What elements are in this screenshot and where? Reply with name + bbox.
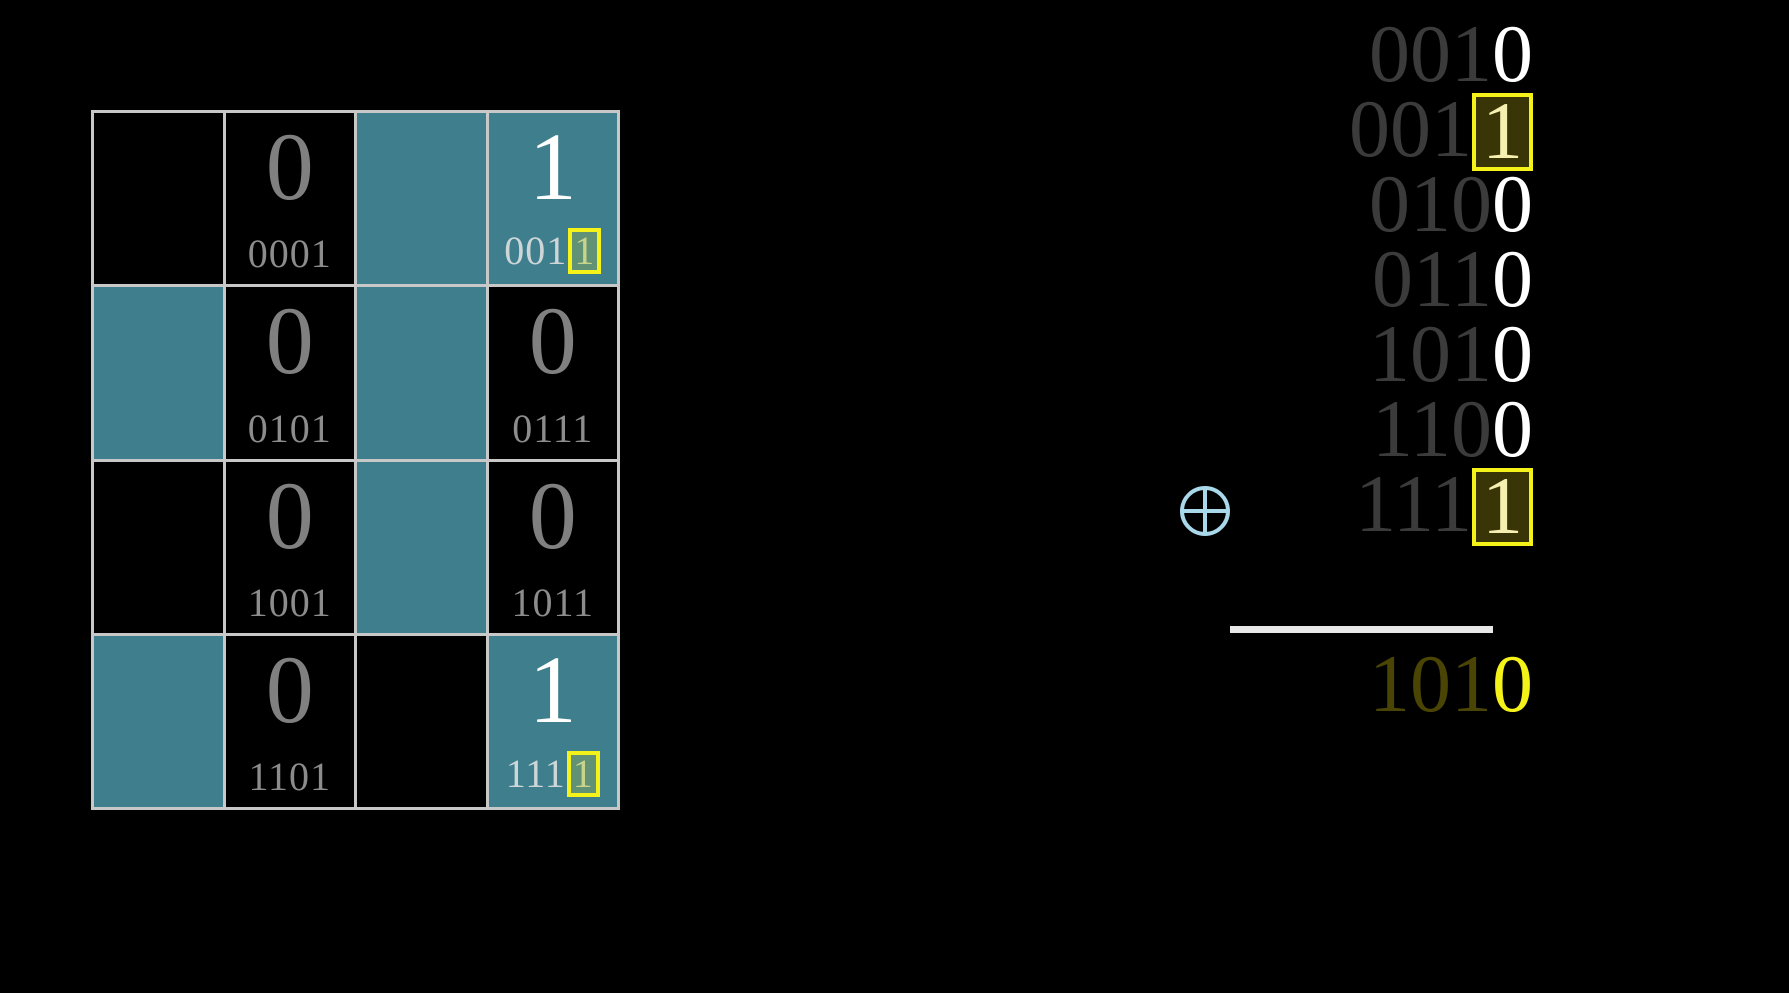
cell-bit-value: 1	[528, 635, 577, 743]
highlighted-label-bit: 1	[568, 228, 602, 275]
cell-binary-label: 0001	[226, 234, 355, 274]
cell-binary-label: 001 1	[489, 228, 618, 275]
xor-operand-list: 0010 001 1 0100 0110 1010 1100 111 1	[1180, 13, 1555, 547]
xor-operand-row: 0100	[1225, 163, 1555, 245]
xor-operand-row: 0110	[1225, 238, 1555, 320]
label-bit: 1	[525, 751, 545, 796]
grid-cell	[357, 113, 489, 288]
cell-bit-value: 0	[265, 113, 314, 220]
operand-highlighted-last-bit: 1	[1472, 90, 1533, 172]
cell-bit-value: 0	[528, 461, 577, 569]
cell-bit-value: 0	[265, 287, 314, 395]
grid-cell	[357, 287, 489, 462]
label-bit: 0	[268, 579, 290, 625]
grid-cell	[357, 635, 489, 810]
operand-prefix-bits: 001	[1369, 8, 1492, 99]
grid-cell: 1 001 1	[488, 113, 620, 288]
label-bit: 1	[248, 754, 268, 799]
xor-result-last-bit: 0	[1492, 638, 1533, 729]
label-bit: 1	[511, 579, 533, 625]
grid-cell	[94, 461, 226, 636]
label-bit: 1	[310, 579, 332, 625]
label-bit: 0	[268, 231, 290, 277]
operand-highlighted-last-bit: 1	[1472, 465, 1533, 547]
xor-circled-plus-icon	[1177, 474, 1233, 536]
binary-index-grid: 0 0001 1 001 1 0 0101 0 0111 0 1001 0 1011 0 1101 1 111 1	[91, 110, 620, 810]
grid-cell	[94, 113, 226, 288]
xor-operand-row: 1010	[1225, 313, 1555, 395]
label-bit: 0	[289, 405, 311, 451]
operand-last-bit: 0	[1492, 308, 1533, 399]
grid-cell: 0 0111	[488, 287, 620, 462]
cell-binary-label: 0111	[489, 405, 618, 451]
label-bit: 0	[532, 579, 554, 625]
operand-prefix-bits: 101	[1369, 308, 1492, 399]
operand-last-bit: 0	[1492, 8, 1533, 99]
label-bit: 0	[512, 405, 534, 451]
label-bit: 0	[247, 231, 269, 277]
cell-bit-value: 0	[265, 461, 314, 569]
label-bit: 1	[572, 405, 594, 451]
label-bit: 1	[268, 754, 289, 799]
label-bit: 1	[573, 579, 594, 625]
cell-binary-label: 0101	[226, 405, 355, 451]
grid-cell: 0 1001	[225, 461, 357, 636]
label-bit: 1	[310, 754, 331, 799]
label-bit: 1	[553, 579, 573, 625]
xor-horizontal-rule	[1230, 626, 1493, 633]
label-bit: 0	[289, 754, 310, 799]
label-bit: 1	[505, 751, 526, 796]
xor-operand-row: 0010	[1225, 13, 1555, 95]
label-bit: 1	[247, 579, 269, 625]
label-bit: 0	[289, 231, 311, 277]
grid-cell	[94, 635, 226, 810]
grid-cell: 0 0101	[225, 287, 357, 462]
operand-prefix-bits: 011	[1372, 233, 1492, 324]
xor-operand-row: 111 1	[1180, 463, 1555, 547]
cell-bit-value: 0	[265, 635, 314, 743]
cell-binary-label: 1001	[226, 579, 355, 625]
xor-result-row: 1010	[1225, 638, 1555, 730]
label-bit: 1	[544, 751, 566, 796]
xor-operand-row: 001 1	[1225, 88, 1555, 172]
label-bit: 0	[289, 579, 311, 625]
label-bit: 1	[268, 405, 290, 451]
grid-cell: 0 1011	[488, 461, 620, 636]
highlighted-label-bit: 1	[566, 751, 600, 797]
grid-cell	[94, 287, 226, 462]
cell-binary-label: 1101	[226, 757, 355, 797]
label-bit: 1	[533, 405, 553, 451]
label-bit: 1	[552, 405, 573, 451]
grid-cell: 0 1101	[225, 635, 357, 810]
cell-bit-value: 0	[528, 287, 577, 395]
label-bit: 1	[310, 405, 332, 451]
label-bit: 0	[247, 405, 269, 451]
cell-binary-label: 1011	[489, 579, 618, 625]
xor-computation-panel: 0010 001 1 0100 0110 1010 1100 111 1 1010	[1180, 13, 1555, 736]
operand-prefix-bits: 111	[1355, 458, 1472, 549]
operand-last-bit: 0	[1492, 233, 1533, 324]
grid-cell: 1 111 1	[488, 635, 620, 810]
label-bit: 0	[525, 228, 547, 274]
cell-bit-value: 1	[528, 113, 577, 220]
operand-last-bit: 0	[1492, 383, 1533, 474]
operand-prefix-bits: 110	[1372, 383, 1492, 474]
grid-cell: 0 0001	[225, 113, 357, 288]
label-bit: 1	[546, 228, 568, 274]
cell-binary-label: 111 1	[489, 751, 618, 797]
xor-operand-row: 1100	[1225, 388, 1555, 470]
xor-result-prefix: 101	[1369, 638, 1492, 729]
label-bit: 0	[504, 228, 526, 274]
label-bit: 1	[310, 231, 332, 277]
operand-prefix-bits: 001	[1349, 83, 1472, 174]
grid-cell	[357, 461, 489, 636]
operand-prefix-bits: 010	[1369, 158, 1492, 249]
operand-last-bit: 0	[1492, 158, 1533, 249]
